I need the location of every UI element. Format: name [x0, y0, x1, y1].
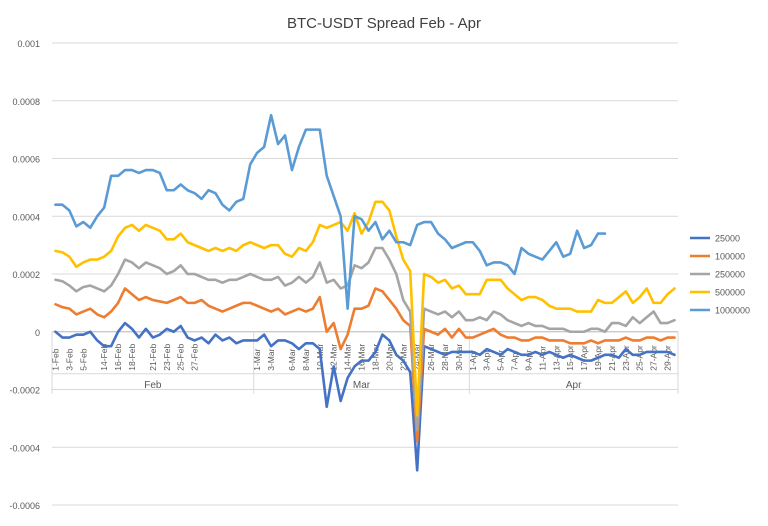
x-tick-label: 16-Feb — [113, 344, 123, 371]
x-tick-label: 1-Feb — [50, 348, 60, 370]
y-tick-label: -0.0002 — [9, 386, 40, 396]
y-tick-label: 0.0002 — [12, 270, 40, 280]
legend-label: 100000 — [715, 252, 745, 262]
x-tick-label: 14-Mar — [343, 344, 353, 371]
x-tick-label: 15-Apr — [565, 345, 575, 371]
y-tick-label: 0.0006 — [12, 155, 40, 165]
x-tick-label: 30-Mar — [454, 344, 464, 371]
x-tick-label: 21-Feb — [148, 344, 158, 371]
series-lines — [54, 113, 676, 472]
y-tick-label: 0.0008 — [12, 97, 40, 107]
x-tick-label: 5-Apr — [496, 350, 506, 371]
series-line — [54, 246, 676, 432]
x-tick-label: 17-Apr — [579, 345, 589, 371]
legend: 25000 100000 250000 500000 1000000 — [690, 234, 750, 316]
legend-label: 250000 — [715, 270, 745, 280]
y-tick-label: -0.0004 — [9, 443, 40, 453]
x-tick-label: 29-Apr — [663, 345, 673, 371]
x-tick-label: 14-Feb — [99, 344, 109, 371]
x-tick-label: 5-Feb — [78, 348, 88, 370]
legend-label: 500000 — [715, 288, 745, 298]
x-tick-label: 3-Mar — [266, 348, 276, 370]
month-label: Feb — [144, 380, 162, 391]
x-tick-label: 18-Mar — [370, 344, 380, 371]
x-tick-label: 3-Apr — [482, 350, 492, 371]
x-tick-label: 25-Apr — [635, 345, 645, 371]
x-tick-label: 1-Apr — [468, 350, 478, 371]
x-tick-label: 11-Apr — [537, 346, 547, 371]
x-tick-label: 27-Feb — [190, 344, 200, 371]
series-line — [54, 200, 676, 417]
series-line — [54, 287, 676, 443]
x-tick-label: 9-Apr — [523, 350, 533, 371]
x-tick-label: 6-Mar — [287, 348, 297, 370]
y-tick-label: 0 — [35, 328, 40, 338]
chart-title: BTC-USDT Spread Feb - Apr — [287, 15, 481, 32]
x-tick-label: 21-Apr — [607, 345, 617, 371]
x-tick-label: 24-Mar — [412, 344, 422, 371]
legend-label: 25000 — [715, 234, 740, 244]
legend-label: 1000000 — [715, 306, 750, 316]
series-line — [54, 321, 676, 472]
x-tick-label: 16-Mar — [357, 344, 367, 371]
x-tick-label: 23-Apr — [621, 345, 631, 371]
x-tick-label: 23-Feb — [162, 344, 172, 371]
x-tick-label: 3-Feb — [64, 348, 74, 370]
y-tick-label: 0.0004 — [12, 212, 40, 222]
x-tick-label: 12-Mar — [329, 344, 339, 371]
month-label: Mar — [353, 380, 371, 391]
x-tick-label: 27-Apr — [649, 345, 659, 371]
x-tick-label: 18-Feb — [127, 344, 137, 371]
x-tick-label: 8-Mar — [301, 348, 311, 370]
x-tick-label: 26-Mar — [426, 344, 436, 371]
y-tick-label: -0.0006 — [9, 501, 40, 511]
x-tick-label: 7-Apr — [510, 350, 520, 371]
x-tick-label: 20-Mar — [384, 344, 394, 371]
x-tick-label: 22-Mar — [398, 344, 408, 371]
y-tick-label: 0.001 — [17, 39, 40, 49]
x-tick-label: 1-Mar — [252, 348, 262, 370]
x-tick-label: 25-Feb — [176, 344, 186, 371]
x-tick-label: 28-Mar — [440, 344, 450, 371]
x-tick-label: 13-Apr — [551, 345, 561, 371]
series-line — [54, 113, 607, 310]
month-label: Apr — [566, 380, 582, 391]
y-axis: -0.0006 -0.0004 -0.0002 0 0.0002 0.0004 0.0006… — [9, 39, 40, 511]
